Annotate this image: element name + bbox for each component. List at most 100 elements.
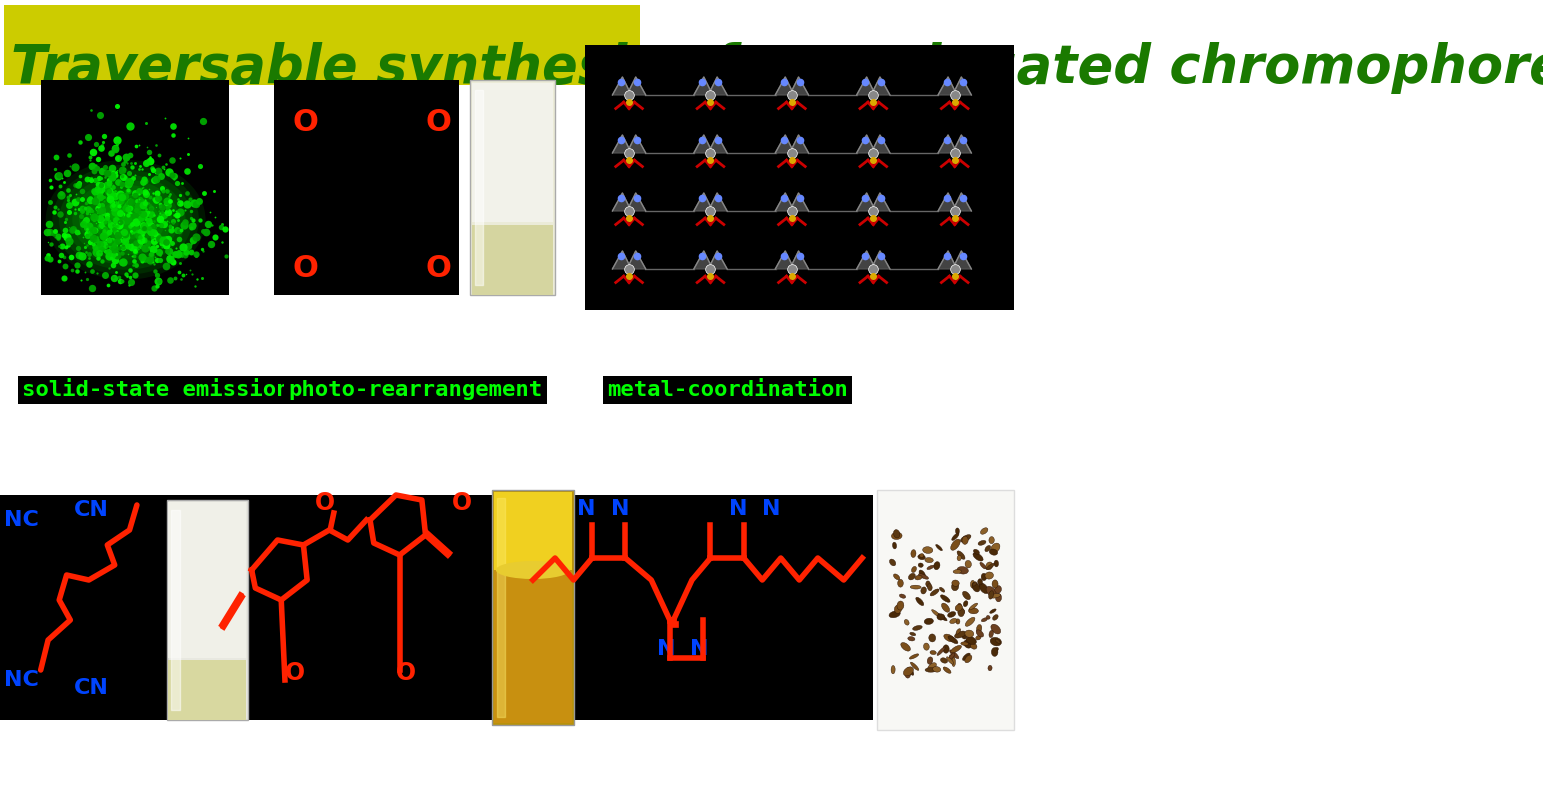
Ellipse shape xyxy=(984,572,994,579)
Ellipse shape xyxy=(93,195,159,245)
Point xyxy=(111,207,136,220)
Point xyxy=(131,176,156,188)
Point xyxy=(86,247,111,259)
Point xyxy=(142,215,167,227)
Point xyxy=(97,232,122,245)
Point xyxy=(108,233,133,246)
Point xyxy=(127,200,151,212)
Text: NC: NC xyxy=(3,670,39,690)
Point xyxy=(142,209,167,222)
Point xyxy=(93,235,117,248)
Ellipse shape xyxy=(900,594,906,598)
Text: N: N xyxy=(762,499,781,519)
Point xyxy=(103,196,128,208)
Point xyxy=(130,207,154,220)
Ellipse shape xyxy=(903,667,913,676)
Point xyxy=(69,250,94,263)
Point xyxy=(617,204,642,217)
Point xyxy=(73,201,97,214)
Point xyxy=(103,266,128,279)
Ellipse shape xyxy=(986,615,991,619)
Point xyxy=(142,220,167,233)
Point xyxy=(133,193,157,206)
Ellipse shape xyxy=(59,170,193,270)
Point xyxy=(105,202,130,215)
Point xyxy=(68,136,93,148)
Point xyxy=(91,238,116,251)
Bar xyxy=(876,490,1014,730)
Point xyxy=(108,195,133,207)
Point xyxy=(147,246,171,259)
Point xyxy=(131,223,156,236)
Point xyxy=(93,222,117,235)
Point xyxy=(43,225,68,238)
Point xyxy=(184,231,208,243)
Point xyxy=(97,214,122,227)
Ellipse shape xyxy=(934,562,940,570)
Point xyxy=(150,183,174,196)
Point xyxy=(154,197,179,210)
Point xyxy=(191,224,216,237)
Text: N: N xyxy=(577,499,596,519)
Ellipse shape xyxy=(954,570,961,574)
Point xyxy=(160,120,185,133)
Point xyxy=(117,220,142,233)
Point xyxy=(76,131,100,144)
Point xyxy=(77,203,102,216)
Ellipse shape xyxy=(926,581,930,587)
Ellipse shape xyxy=(949,650,958,658)
Point xyxy=(103,238,128,251)
Ellipse shape xyxy=(927,565,934,570)
Ellipse shape xyxy=(943,667,950,674)
Point xyxy=(935,133,960,146)
Point xyxy=(174,197,199,210)
Point xyxy=(625,191,650,203)
Point xyxy=(110,239,134,251)
Point xyxy=(48,180,73,192)
Point xyxy=(105,133,130,146)
Point xyxy=(71,230,96,243)
Point xyxy=(950,75,975,88)
Point xyxy=(123,236,148,249)
Point xyxy=(943,263,967,275)
Point xyxy=(120,218,145,231)
Point xyxy=(57,148,82,161)
Point xyxy=(89,164,114,177)
Point xyxy=(108,211,133,224)
Point xyxy=(51,272,76,285)
Point xyxy=(213,223,238,235)
Ellipse shape xyxy=(901,642,910,651)
Point xyxy=(165,214,190,227)
Point xyxy=(76,239,100,251)
Point xyxy=(97,215,122,228)
Point xyxy=(86,199,111,211)
Point xyxy=(697,147,722,160)
Point xyxy=(93,161,117,174)
Ellipse shape xyxy=(991,638,1001,646)
Point xyxy=(108,181,133,194)
Point xyxy=(142,235,167,247)
Point xyxy=(943,270,967,282)
Point xyxy=(167,196,191,209)
Point xyxy=(100,248,125,261)
Point xyxy=(114,268,139,281)
Point xyxy=(100,166,125,179)
Point xyxy=(131,251,156,263)
Point xyxy=(82,211,106,224)
Point xyxy=(133,172,157,185)
Point xyxy=(133,117,157,129)
Point xyxy=(106,200,131,212)
Point xyxy=(99,195,123,207)
Ellipse shape xyxy=(980,527,988,534)
Text: N: N xyxy=(611,499,630,519)
Point xyxy=(157,195,182,207)
Point xyxy=(102,199,127,211)
Point xyxy=(119,188,143,201)
Point xyxy=(943,89,967,101)
Point xyxy=(171,219,196,231)
Point xyxy=(125,243,150,255)
Point xyxy=(147,149,171,162)
Point xyxy=(176,148,201,160)
Point xyxy=(86,178,111,191)
Ellipse shape xyxy=(915,575,923,580)
